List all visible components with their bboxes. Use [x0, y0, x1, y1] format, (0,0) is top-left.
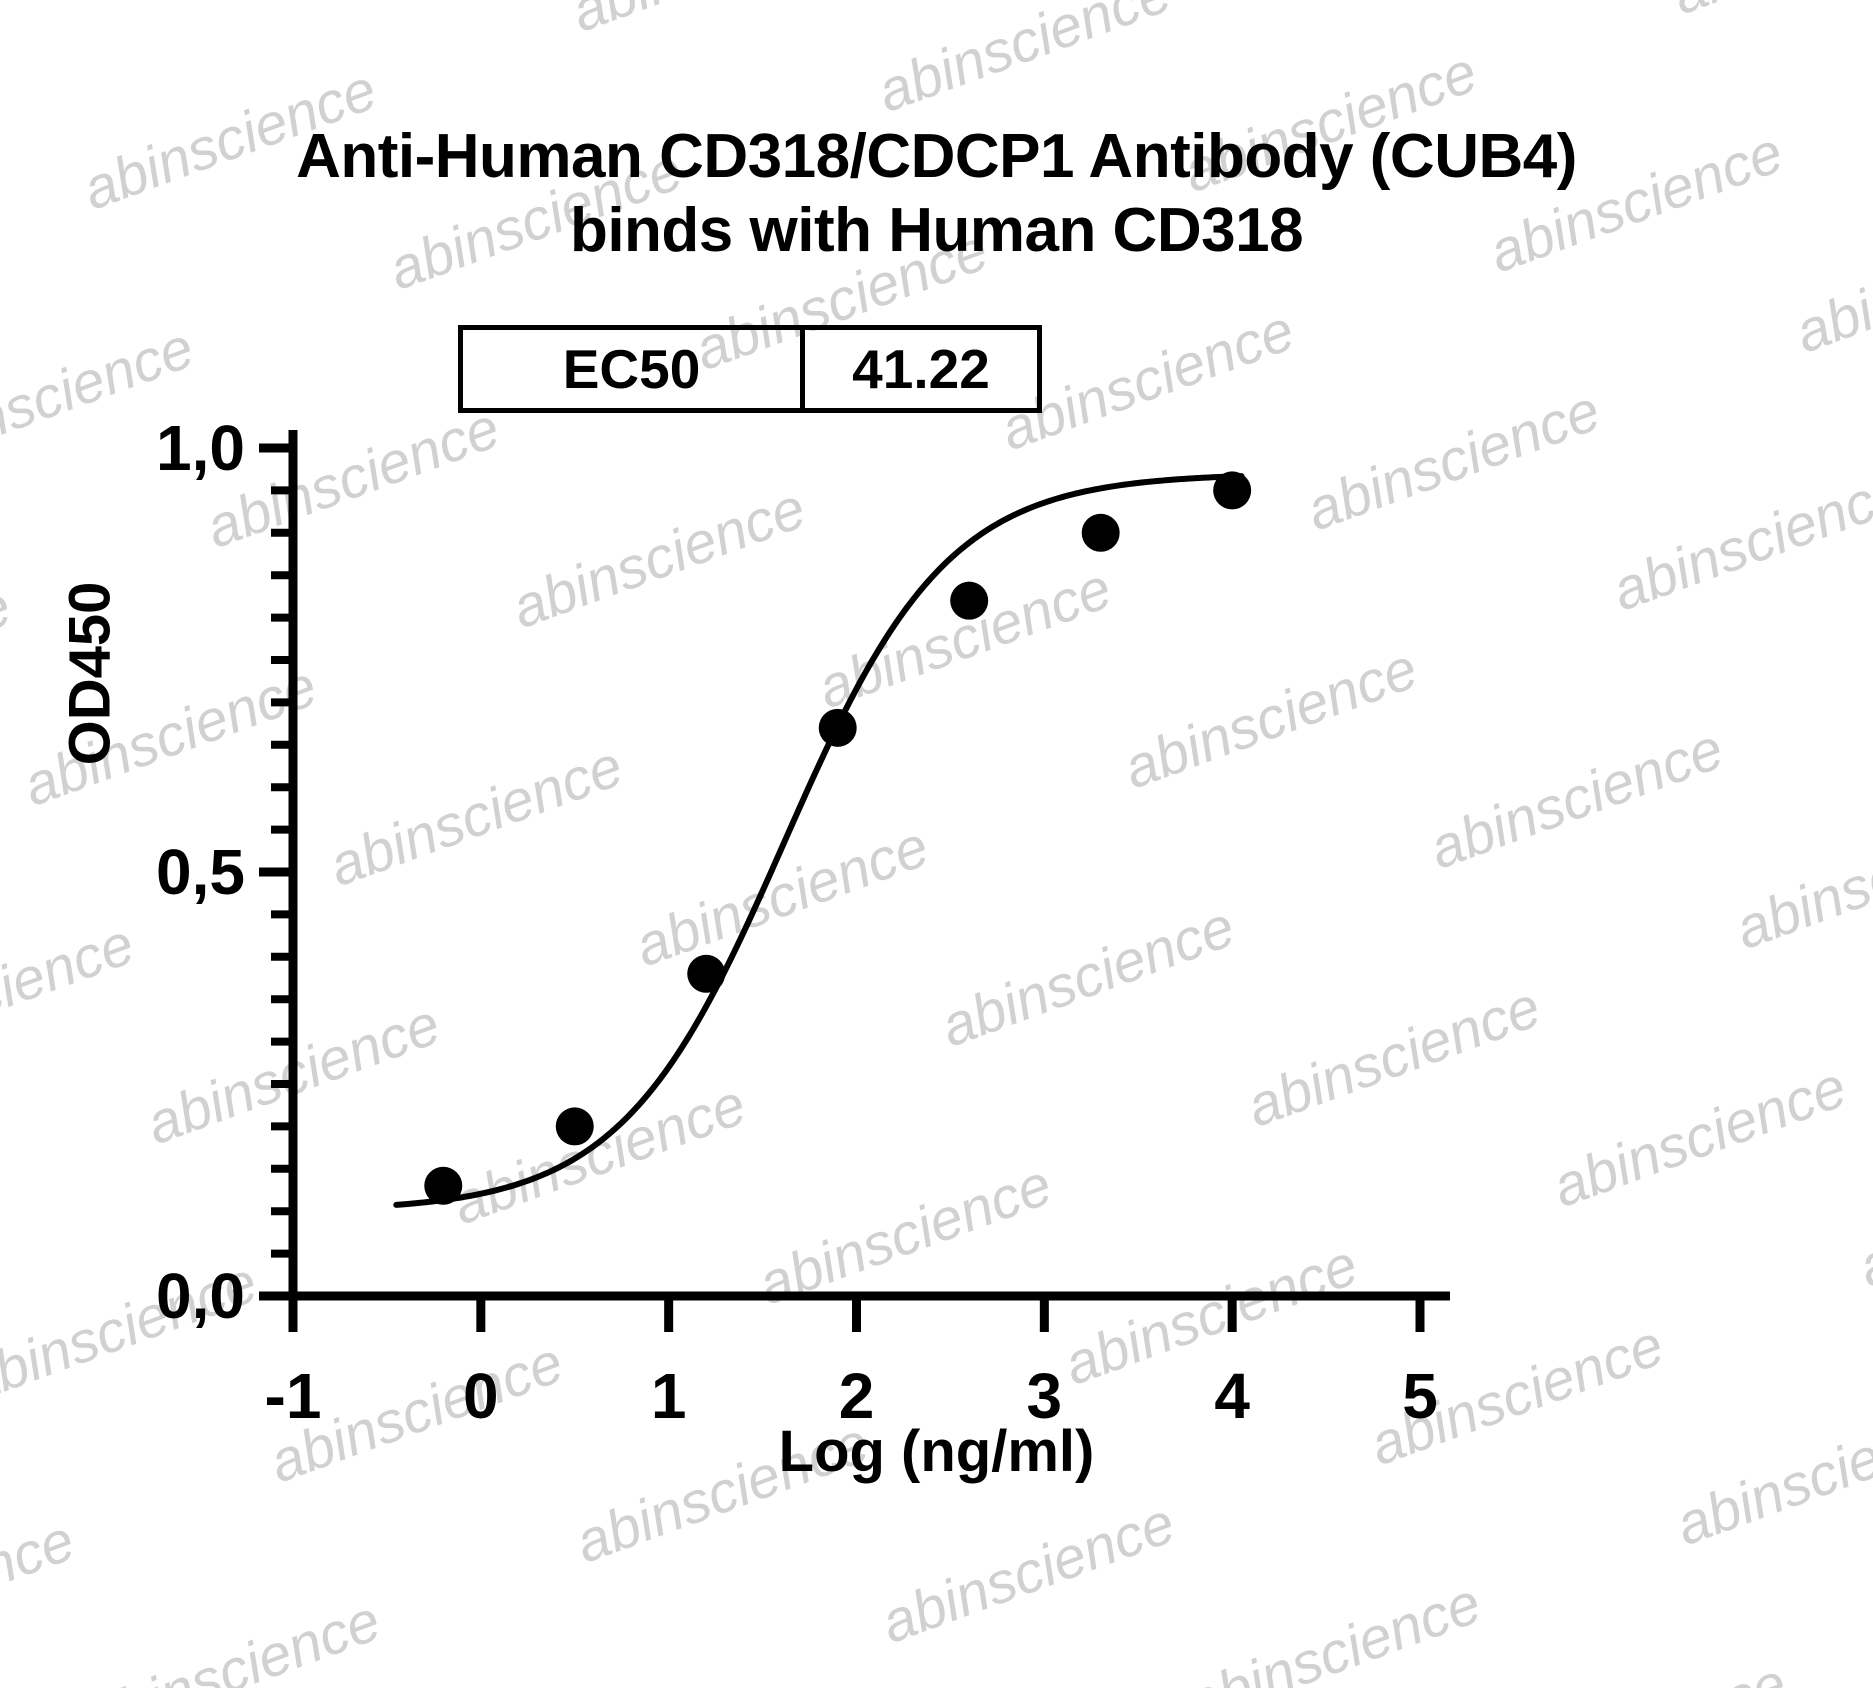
x-axis-label: Log (ng/ml) — [778, 1419, 1095, 1484]
ec50-table: EC50 41.22 — [458, 325, 1042, 413]
data-point — [1081, 513, 1120, 552]
y-tick-label: 0,5 — [156, 836, 245, 908]
data-point — [818, 708, 857, 747]
x-tick-label: 4 — [1214, 1360, 1250, 1432]
fit-curve — [393, 473, 1245, 1208]
x-tick-label: 3 — [1027, 1360, 1063, 1432]
data-point — [424, 1166, 463, 1205]
ec50-label: EC50 — [463, 330, 805, 408]
chart-title-line2: binds with Human CD318 — [569, 196, 1304, 265]
x-tick-label: 5 — [1402, 1360, 1438, 1432]
axes — [288, 430, 1450, 1301]
x-tick-label: 0 — [463, 1360, 499, 1432]
tick-marks — [259, 443, 1425, 1332]
y-tick-label: 0,0 — [156, 1260, 245, 1332]
x-tick-label: 1 — [651, 1360, 687, 1432]
data-points — [424, 471, 1252, 1205]
tick-labels: 0,0 0,5 1,0 -1 0 1 2 3 4 5 — [156, 412, 1438, 1432]
ec50-value: 41.22 — [852, 338, 990, 400]
y-tick-label: 1,0 — [156, 412, 245, 484]
data-point — [687, 954, 726, 993]
x-tick-label: 2 — [839, 1360, 875, 1432]
chart-title-line1: Anti-Human CD318/CDCP1 Antibody (CUB4) — [296, 122, 1577, 191]
data-point — [950, 581, 989, 620]
data-point — [555, 1107, 594, 1146]
x-tick-label: -1 — [265, 1360, 322, 1432]
data-point — [1213, 471, 1252, 510]
